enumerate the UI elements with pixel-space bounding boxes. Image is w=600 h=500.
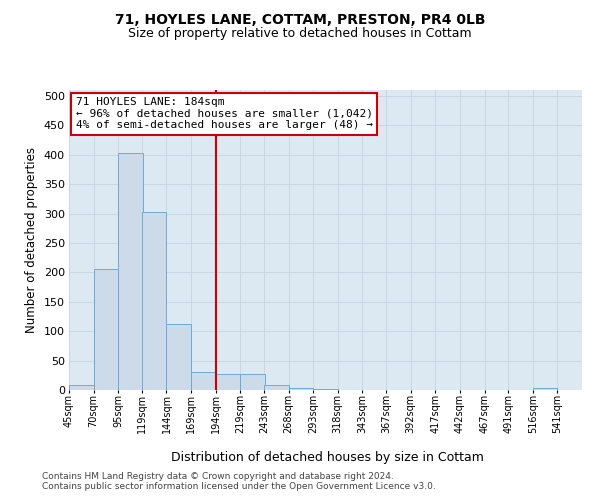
Text: Contains HM Land Registry data © Crown copyright and database right 2024.: Contains HM Land Registry data © Crown c… [42, 472, 394, 481]
Text: Distribution of detached houses by size in Cottam: Distribution of detached houses by size … [170, 451, 484, 464]
Text: Size of property relative to detached houses in Cottam: Size of property relative to detached ho… [128, 28, 472, 40]
Bar [142, 212, 166, 390]
Bar [216, 374, 241, 390]
Bar [533, 388, 557, 390]
Text: Contains public sector information licensed under the Open Government Licence v3: Contains public sector information licen… [42, 482, 436, 491]
Bar [166, 324, 191, 390]
Bar [118, 153, 143, 390]
Y-axis label: Number of detached properties: Number of detached properties [25, 147, 38, 333]
Bar [69, 386, 94, 390]
Text: 71, HOYLES LANE, COTTAM, PRESTON, PR4 0LB: 71, HOYLES LANE, COTTAM, PRESTON, PR4 0L… [115, 12, 485, 26]
Text: 71 HOYLES LANE: 184sqm
← 96% of detached houses are smaller (1,042)
4% of semi-d: 71 HOYLES LANE: 184sqm ← 96% of detached… [76, 97, 373, 130]
Bar [264, 386, 289, 390]
Bar [241, 374, 265, 390]
Bar [94, 270, 118, 390]
Bar [289, 388, 313, 390]
Bar [191, 372, 216, 390]
